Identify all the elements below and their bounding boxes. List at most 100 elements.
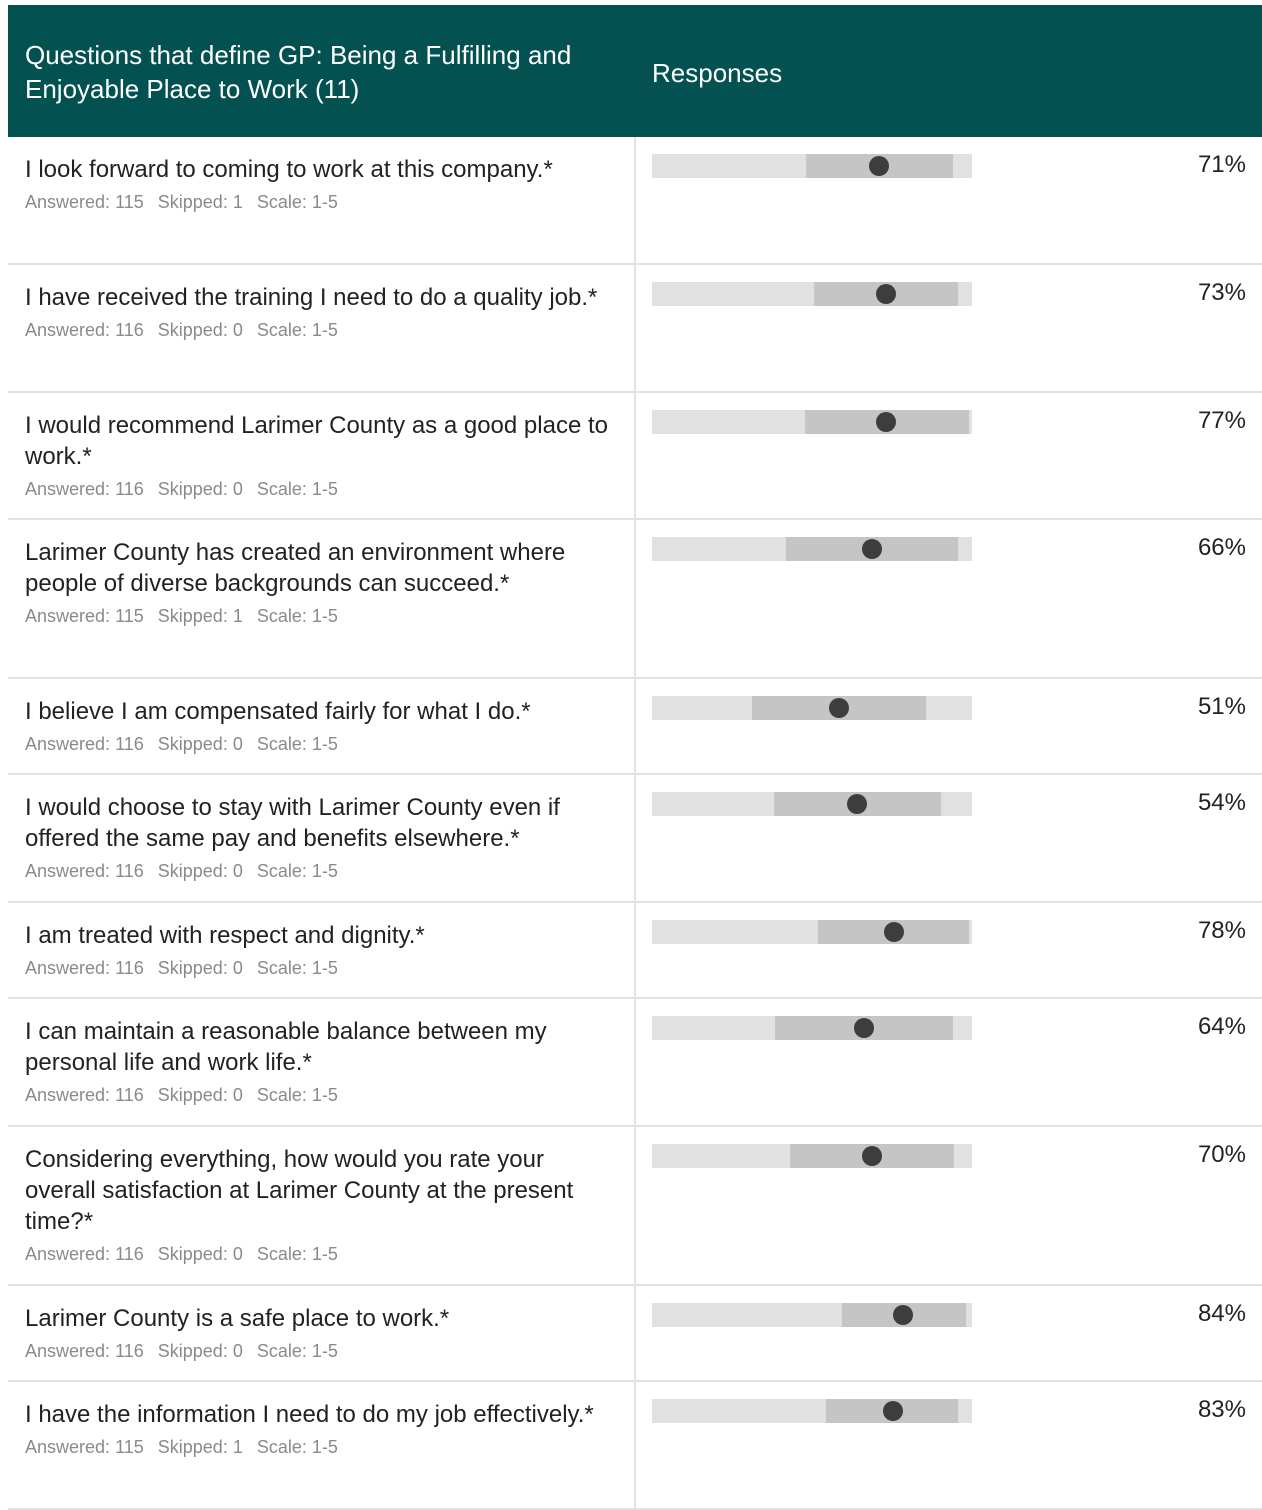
answered-count-label: Answered: bbox=[25, 320, 111, 340]
skipped-count: Skipped: 1 bbox=[158, 192, 243, 212]
response-range-bar bbox=[652, 154, 972, 178]
scale-range-value: 1-5 bbox=[311, 958, 338, 978]
answered-count-label: Answered: bbox=[25, 479, 111, 499]
question-stats: Answered: 115 Skipped: 1 Scale: 1-5 bbox=[25, 605, 620, 627]
answered-count-label: Answered: bbox=[25, 192, 111, 212]
skipped-count-label: Skipped: bbox=[157, 734, 228, 754]
response-mean-marker bbox=[854, 1018, 875, 1038]
response-mean-marker bbox=[875, 412, 896, 432]
question-cell: I can maintain a reasonable balance betw… bbox=[8, 999, 636, 1125]
favorable-percent: 70% bbox=[1197, 1141, 1246, 1168]
answered-count: Answered: 116 bbox=[25, 1085, 144, 1105]
question-text: I can maintain a reasonable balance betw… bbox=[25, 1018, 547, 1076]
question-text: I have the information I need to do my j… bbox=[25, 1401, 594, 1428]
question-cell: Considering everything, how would you ra… bbox=[8, 1127, 636, 1284]
response-mean-marker bbox=[862, 1146, 883, 1166]
question-text: Considering everything, how would you ra… bbox=[25, 1146, 574, 1235]
answered-count-label: Answered: bbox=[25, 1244, 111, 1264]
table-header: Questions that define GP: Being a Fulfil… bbox=[8, 5, 1262, 137]
response-cell: 83% bbox=[636, 1382, 1262, 1508]
skipped-count: Skipped: 0 bbox=[158, 1244, 243, 1264]
question-cell: Larimer County has created an environmen… bbox=[8, 520, 636, 677]
answered-count-label: Answered: bbox=[25, 958, 111, 978]
scale-range-label: Scale: bbox=[256, 606, 307, 626]
question-cell: I would choose to stay with Larimer Coun… bbox=[8, 775, 636, 901]
skipped-count-value: 0 bbox=[232, 1244, 243, 1264]
answered-count: Answered: 116 bbox=[25, 1244, 144, 1264]
skipped-count: Skipped: 0 bbox=[158, 1341, 243, 1361]
answered-count: Answered: 115 bbox=[25, 1437, 144, 1457]
skipped-count-label: Skipped: bbox=[157, 479, 228, 499]
answered-count: Answered: 116 bbox=[25, 1341, 144, 1361]
response-mean-marker bbox=[883, 922, 904, 942]
answered-count-value: 115 bbox=[115, 1437, 144, 1457]
favorable-percent: 71% bbox=[1197, 151, 1246, 178]
answered-count: Answered: 116 bbox=[25, 479, 144, 499]
question-table: Questions that define GP: Being a Fulfil… bbox=[8, 5, 1262, 1510]
scale-range-label: Scale: bbox=[256, 861, 307, 881]
skipped-count-value: 0 bbox=[232, 1085, 243, 1105]
skipped-count-value: 0 bbox=[232, 861, 243, 881]
response-mean-marker bbox=[882, 1401, 903, 1421]
answered-count-label: Answered: bbox=[25, 1085, 111, 1105]
favorable-percent: 77% bbox=[1197, 407, 1246, 434]
response-range-bar bbox=[652, 920, 972, 944]
response-range-bar bbox=[652, 282, 972, 306]
scale-range-value: 1-5 bbox=[311, 1437, 338, 1457]
question-text: I look forward to coming to work at this… bbox=[25, 156, 553, 183]
answered-count-value: 116 bbox=[115, 320, 144, 340]
question-stats: Answered: 116 Skipped: 0 Scale: 1-5 bbox=[25, 957, 620, 979]
scale-range: Scale: 1-5 bbox=[257, 1244, 338, 1264]
response-range-bar bbox=[652, 537, 972, 561]
answered-count: Answered: 116 bbox=[25, 734, 144, 754]
answered-count-value: 116 bbox=[115, 1085, 144, 1105]
skipped-count: Skipped: 1 bbox=[158, 1437, 243, 1457]
skipped-count: Skipped: 0 bbox=[158, 479, 243, 499]
skipped-count-value: 1 bbox=[232, 1437, 243, 1457]
answered-count-label: Answered: bbox=[25, 734, 111, 754]
skipped-count: Skipped: 0 bbox=[158, 320, 243, 340]
favorable-percent: 51% bbox=[1197, 693, 1246, 720]
response-mean-marker bbox=[861, 539, 882, 559]
response-range-bar bbox=[652, 1016, 972, 1040]
table-row: I would recommend Larimer County as a go… bbox=[8, 393, 1262, 520]
question-stats: Answered: 116 Skipped: 0 Scale: 1-5 bbox=[25, 733, 620, 755]
skipped-count-label: Skipped: bbox=[157, 958, 228, 978]
answered-count-label: Answered: bbox=[25, 606, 111, 626]
response-cell: 84% bbox=[636, 1286, 1262, 1380]
response-cell: 54% bbox=[636, 775, 1262, 901]
question-text: Larimer County is a safe place to work.* bbox=[25, 1305, 450, 1332]
response-cell: 66% bbox=[636, 520, 1262, 677]
question-stats: Answered: 116 Skipped: 0 Scale: 1-5 bbox=[25, 1340, 620, 1362]
favorable-percent: 84% bbox=[1197, 1300, 1246, 1327]
question-stats: Answered: 116 Skipped: 0 Scale: 1-5 bbox=[25, 478, 620, 500]
table-row: I have received the training I need to d… bbox=[8, 265, 1262, 393]
response-range-bar bbox=[652, 1303, 972, 1327]
question-cell: Larimer County is a safe place to work.*… bbox=[8, 1286, 636, 1380]
skipped-count-label: Skipped: bbox=[157, 1085, 228, 1105]
skipped-count-value: 1 bbox=[232, 606, 243, 626]
questions-column-header: Questions that define GP: Being a Fulfil… bbox=[25, 40, 572, 104]
response-cell: 70% bbox=[636, 1127, 1262, 1284]
skipped-count-label: Skipped: bbox=[157, 861, 228, 881]
scale-range-value: 1-5 bbox=[311, 1341, 338, 1361]
response-cell: 71% bbox=[636, 137, 1262, 263]
question-text: I have received the training I need to d… bbox=[25, 284, 598, 311]
scale-range-label: Scale: bbox=[256, 1085, 307, 1105]
question-stats: Answered: 115 Skipped: 1 Scale: 1-5 bbox=[25, 1436, 620, 1458]
answered-count-value: 115 bbox=[115, 192, 144, 212]
question-text: I would recommend Larimer County as a go… bbox=[25, 412, 608, 470]
question-cell: I have the information I need to do my j… bbox=[8, 1382, 636, 1508]
scale-range: Scale: 1-5 bbox=[257, 861, 338, 881]
skipped-count: Skipped: 0 bbox=[158, 958, 243, 978]
answered-count-value: 116 bbox=[115, 958, 144, 978]
question-text: I would choose to stay with Larimer Coun… bbox=[25, 794, 560, 852]
answered-count: Answered: 115 bbox=[25, 192, 144, 212]
scale-range: Scale: 1-5 bbox=[257, 320, 338, 340]
response-range-bar bbox=[652, 1399, 972, 1423]
answered-count-value: 116 bbox=[115, 861, 144, 881]
skipped-count: Skipped: 0 bbox=[158, 861, 243, 881]
skipped-count: Skipped: 1 bbox=[158, 606, 243, 626]
scale-range-label: Scale: bbox=[256, 734, 307, 754]
skipped-count-value: 0 bbox=[232, 958, 243, 978]
